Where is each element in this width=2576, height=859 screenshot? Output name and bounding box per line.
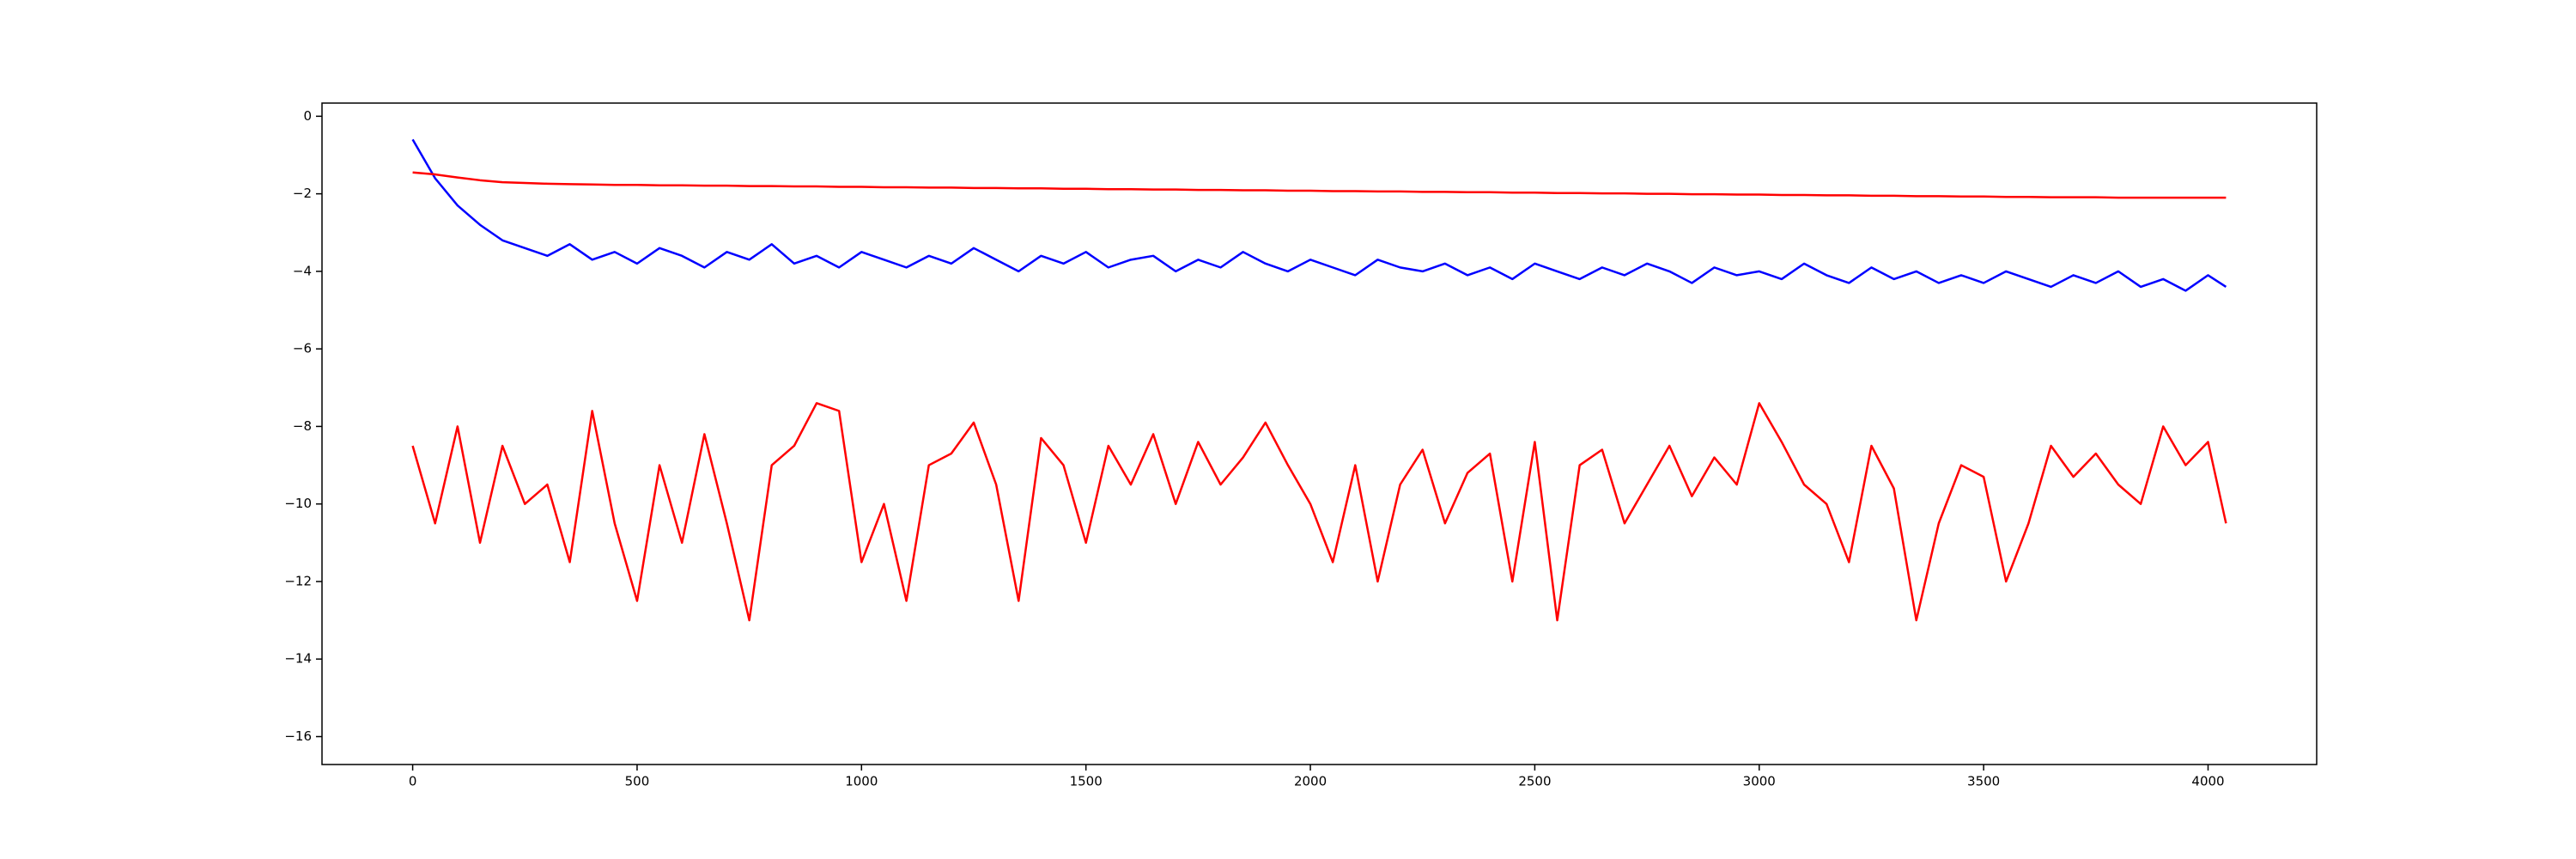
y-tick-label: −14	[284, 651, 312, 667]
y-tick-label: −10	[284, 496, 312, 511]
x-tick-label: 2000	[1294, 774, 1327, 789]
x-tick-label: 2500	[1518, 774, 1551, 789]
plot-frame	[321, 102, 2318, 765]
y-tick-label: −16	[284, 728, 312, 744]
x-tick-label: 500	[625, 774, 650, 789]
y-tick-label: −6	[293, 341, 312, 356]
x-tick-label: 1500	[1070, 774, 1103, 789]
y-tick-label: −4	[293, 263, 312, 278]
series-line	[412, 171, 2227, 199]
series-line	[411, 138, 2227, 292]
x-tick-label: 4000	[2191, 774, 2224, 789]
series-line	[411, 402, 2227, 622]
x-tick-label: 0	[409, 774, 417, 789]
y-tick-label: −12	[284, 573, 312, 588]
x-tick-label: 1000	[845, 774, 878, 789]
x-tick-label: 3000	[1743, 774, 1776, 789]
y-tick-label: 0	[303, 108, 312, 124]
y-tick-label: −8	[293, 418, 312, 434]
x-tick-label: 3500	[1967, 774, 2000, 789]
y-tick-label: −2	[293, 186, 312, 201]
